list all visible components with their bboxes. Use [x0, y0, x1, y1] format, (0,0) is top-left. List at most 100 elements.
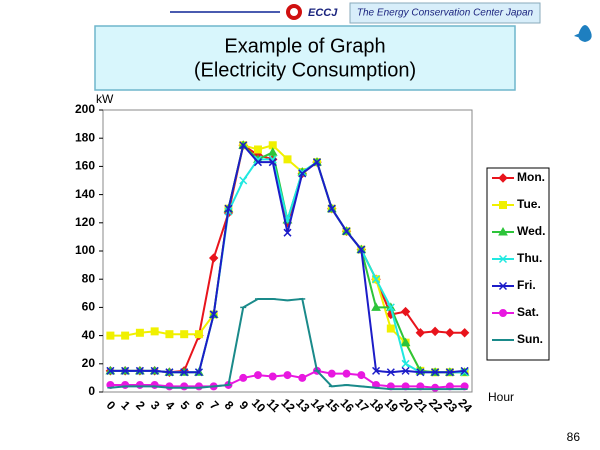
logo-text: ECCJ — [308, 7, 338, 19]
legend-label: Wed. — [517, 224, 545, 238]
marker — [460, 366, 469, 375]
legend-label: Tue. — [517, 197, 541, 211]
marker — [224, 204, 233, 213]
y-tick-label: 0 — [88, 384, 95, 398]
marker — [165, 382, 174, 391]
marker — [386, 324, 395, 333]
x-tick-label: 3 — [148, 398, 163, 413]
marker — [298, 169, 307, 178]
marker — [416, 368, 425, 377]
marker — [386, 368, 395, 377]
y-tick-label: 80 — [82, 271, 96, 285]
y-axis-label: kW — [96, 92, 114, 106]
marker — [372, 275, 381, 284]
logo-icon-inner — [290, 8, 298, 16]
marker — [268, 372, 277, 381]
legend-marker — [498, 173, 508, 183]
legend-marker — [499, 309, 507, 317]
y-tick-label: 200 — [75, 102, 95, 116]
marker — [431, 368, 440, 377]
marker — [150, 327, 159, 336]
marker — [342, 369, 351, 378]
marker — [298, 168, 307, 177]
organization-box — [349, 2, 541, 24]
chart-subtitle: (Electricity Consumption) — [194, 59, 416, 81]
marker — [209, 310, 218, 319]
marker — [400, 306, 411, 317]
legend-label: Sun. — [517, 332, 543, 346]
x-tick-label: 7 — [207, 398, 222, 413]
marker — [445, 328, 455, 338]
marker — [208, 253, 219, 263]
x-tick-label: 1 — [118, 398, 133, 413]
marker — [298, 373, 307, 382]
x-tick-label: 0 — [104, 398, 119, 413]
clover-icon — [574, 25, 592, 42]
marker — [106, 331, 115, 340]
marker — [401, 366, 410, 375]
marker — [312, 158, 322, 167]
marker — [267, 147, 278, 156]
marker — [135, 380, 144, 389]
marker — [430, 326, 440, 337]
title-box — [94, 25, 516, 91]
y-tick-label: 60 — [82, 300, 96, 314]
legend-marker — [498, 254, 508, 264]
marker — [253, 158, 263, 167]
marker — [180, 382, 189, 391]
marker — [283, 228, 292, 237]
marker — [283, 155, 292, 164]
marker — [194, 382, 203, 391]
marker — [253, 371, 262, 380]
y-tick-label: 100 — [75, 243, 95, 257]
x-tick-label: 2 — [133, 398, 148, 413]
y-tick-label: 120 — [75, 215, 95, 229]
legend-marker — [499, 201, 507, 209]
plot-area — [102, 109, 473, 393]
x-tick-label: 5 — [177, 398, 192, 413]
x-tick-label: 4 — [163, 398, 178, 413]
marker — [327, 369, 336, 378]
marker — [180, 330, 189, 339]
marker — [372, 366, 381, 375]
marker — [106, 366, 115, 375]
y-tick-label: 180 — [75, 130, 95, 144]
marker — [400, 337, 411, 347]
marker — [239, 373, 248, 382]
organization: The Energy Conservation Center Japan — [357, 8, 534, 19]
chart-title: Example of Graph — [224, 35, 385, 57]
marker — [121, 331, 130, 340]
legend-marker — [498, 281, 508, 291]
marker — [150, 366, 159, 375]
marker — [135, 366, 144, 375]
page-number: 86 — [567, 430, 581, 444]
legend-label: Mon. — [517, 170, 545, 184]
marker — [459, 328, 470, 338]
marker — [357, 371, 366, 380]
marker — [357, 245, 366, 254]
legend-label: Fri. — [517, 278, 536, 292]
marker — [180, 368, 189, 377]
y-tick-label: 20 — [82, 356, 96, 370]
marker — [165, 368, 174, 377]
marker — [342, 227, 351, 236]
y-tick-label: 40 — [82, 328, 96, 342]
marker — [327, 204, 336, 213]
legend-box — [486, 167, 550, 361]
marker — [415, 328, 426, 338]
x-tick-label: 6 — [192, 398, 207, 413]
legend-label: Sat. — [517, 305, 539, 319]
marker — [165, 330, 174, 339]
x-tick-label: 24 — [456, 396, 476, 416]
marker — [121, 366, 130, 375]
y-tick-label: 140 — [75, 187, 95, 201]
marker — [253, 145, 262, 154]
x-axis-label: Hour — [488, 390, 514, 404]
y-tick-label: 160 — [75, 159, 95, 173]
legend-label: Thu. — [517, 251, 542, 265]
marker — [194, 368, 203, 377]
marker — [445, 368, 454, 377]
marker — [268, 158, 277, 167]
